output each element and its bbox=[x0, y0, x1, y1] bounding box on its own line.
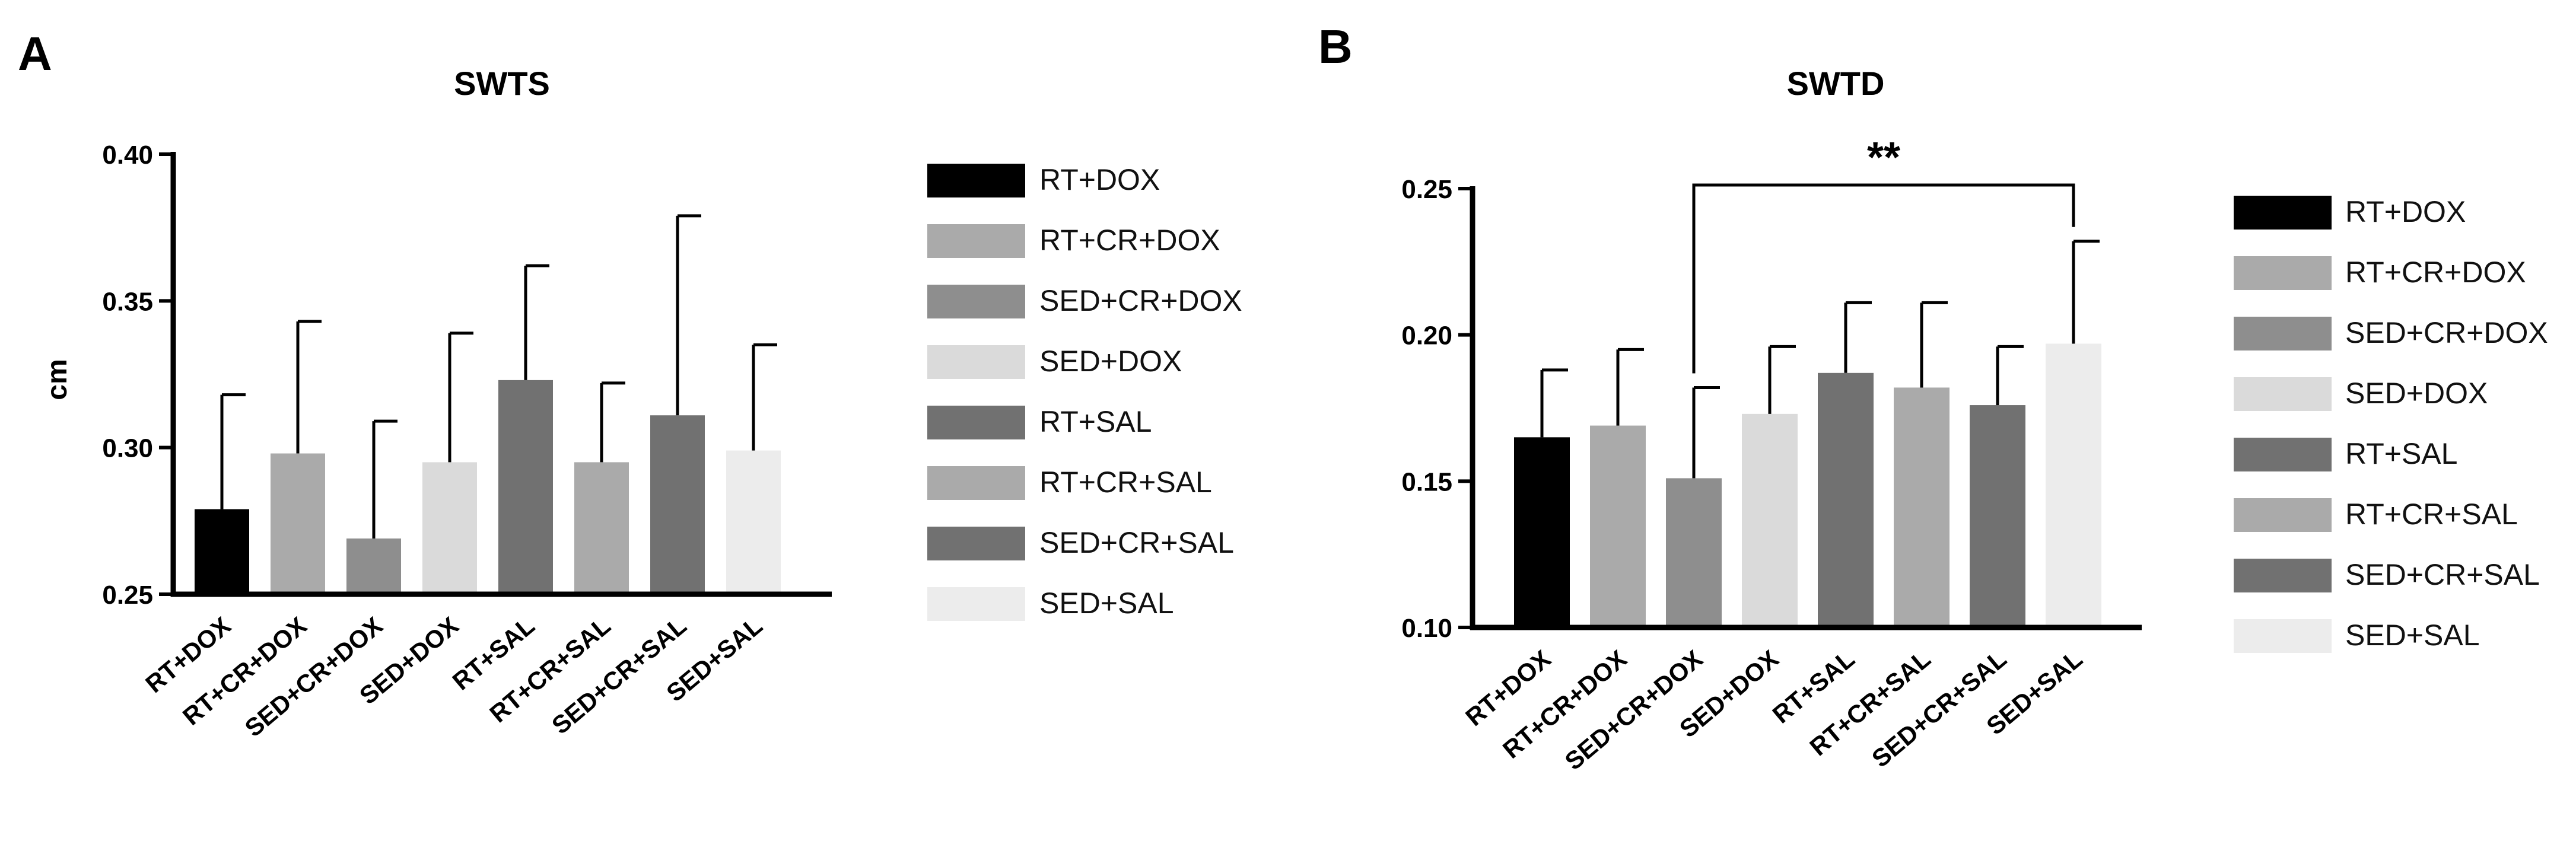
panel-a-legend-swatch-1 bbox=[927, 224, 1025, 258]
panel-b-legend-swatch-4 bbox=[2234, 438, 2332, 471]
panel-a-legend-swatch-3 bbox=[927, 345, 1025, 379]
panel-a-legend-swatch-2 bbox=[927, 285, 1025, 318]
panel-a-title: SWTS bbox=[454, 65, 550, 102]
panel-b-legend-swatch-1 bbox=[2234, 256, 2332, 290]
panel-a-y-tick-label-1: 0.30 bbox=[102, 434, 153, 463]
panel-a-category-label-2: SED+CR+DOX bbox=[240, 611, 388, 743]
panel-b-category-label-6: SED+CR+SAL bbox=[1866, 645, 2012, 773]
panel-b-legend-swatch-2 bbox=[2234, 317, 2332, 350]
panel-a-bar-4 bbox=[498, 380, 553, 594]
panel-b-legend-swatch-3 bbox=[2234, 377, 2332, 411]
panel-a-legend-swatch-5 bbox=[927, 466, 1025, 500]
panel-b-significance-bracket-0 bbox=[1692, 183, 2075, 374]
panel-b-legend-swatch-6 bbox=[2234, 559, 2332, 592]
panel-b-significance-label-0: ** bbox=[1867, 134, 1900, 181]
panel-a-bar-0 bbox=[195, 509, 249, 594]
panel-b-bar-5 bbox=[1894, 387, 1950, 627]
panel-a-legend-swatch-7 bbox=[927, 587, 1025, 621]
panel-b-bar-7 bbox=[2046, 343, 2101, 627]
panel-b-category-label-2: SED+CR+DOX bbox=[1560, 645, 1708, 776]
panel-a-legend-swatch-6 bbox=[927, 527, 1025, 560]
panel-a-bar-6 bbox=[650, 415, 705, 594]
panel-b-bar-6 bbox=[1970, 405, 2025, 627]
panel-b-legend-label-6: SED+CR+SAL bbox=[2345, 558, 2540, 591]
panel-b: B SWTD RT+DOX RT+CR+DOX SED+CR+DOX SED+DOX R… bbox=[1318, 20, 2548, 775]
panel-a-letter: A bbox=[18, 27, 52, 80]
panel-b-legend-swatch-5 bbox=[2234, 498, 2332, 532]
panel-a-legend-label-1: RT+CR+DOX bbox=[1039, 224, 1220, 257]
panel-b-legend-label-5: RT+CR+SAL bbox=[2345, 498, 2518, 531]
panel-a-legend-swatch-0 bbox=[927, 164, 1025, 197]
panel-b-legend-swatch-0 bbox=[2234, 196, 2332, 230]
panel-b-legend-label-2: SED+CR+DOX bbox=[2345, 316, 2548, 349]
panel-b-legend-swatch-7 bbox=[2234, 619, 2332, 653]
panel-a-bar-3 bbox=[422, 462, 477, 594]
panel-b-bar-1 bbox=[1590, 425, 1646, 627]
panel-a-y-tick-label-3: 0.40 bbox=[102, 141, 153, 170]
panel-a-legend-label-4: RT+SAL bbox=[1039, 405, 1152, 438]
panel-b-bar-0 bbox=[1514, 437, 1570, 627]
panel-a-bar-7 bbox=[726, 450, 781, 594]
panel-a: A SWTS cm RT+DOX RT+CR+DOX SED+CR+DOX SED+D… bbox=[18, 27, 1242, 742]
panel-a-legend-swatch-4 bbox=[927, 406, 1025, 439]
panel-a-legend-label-3: SED+DOX bbox=[1039, 345, 1182, 378]
panel-b-bar-2 bbox=[1666, 478, 1722, 627]
panel-b-legend-label-7: SED+SAL bbox=[2345, 619, 2480, 652]
panel-b-legend-label-1: RT+CR+DOX bbox=[2345, 256, 2526, 289]
panel-b-bar-3 bbox=[1742, 413, 1798, 627]
panel-b-y-tick-label-2: 0.20 bbox=[1401, 321, 1452, 350]
panel-b-legend-label-3: SED+DOX bbox=[2345, 377, 2488, 410]
panel-a-legend-label-7: SED+SAL bbox=[1039, 587, 1174, 620]
panel-a-bar-1 bbox=[271, 453, 325, 594]
panel-b-legend-label-0: RT+DOX bbox=[2345, 195, 2466, 228]
panel-b-legend-label-4: RT+SAL bbox=[2345, 437, 2457, 470]
panel-a-bar-5 bbox=[574, 462, 629, 594]
panel-a-y-tick-label-2: 0.35 bbox=[102, 287, 153, 316]
panel-a-y-tick-label-0: 0.25 bbox=[102, 581, 153, 610]
panel-b-letter: B bbox=[1318, 20, 1353, 73]
panel-b-y-tick-label-1: 0.15 bbox=[1401, 467, 1452, 496]
panel-b-title: SWTD bbox=[1787, 65, 1885, 102]
panel-b-y-tick-label-3: 0.25 bbox=[1401, 175, 1452, 204]
panel-a-legend-label-6: SED+CR+SAL bbox=[1039, 526, 1234, 559]
panel-b-bar-4 bbox=[1818, 372, 1874, 627]
panel-a-category-label-6: SED+CR+SAL bbox=[546, 611, 692, 740]
panel-a-y-axis-label: cm bbox=[42, 359, 73, 400]
panel-a-legend-label-2: SED+CR+DOX bbox=[1039, 284, 1242, 317]
panel-a-bar-2 bbox=[346, 538, 401, 594]
panel-b-y-tick-label-0: 0.10 bbox=[1401, 614, 1452, 643]
panel-a-legend-label-5: RT+CR+SAL bbox=[1039, 466, 1212, 499]
panel-a-legend-label-0: RT+DOX bbox=[1039, 163, 1160, 196]
